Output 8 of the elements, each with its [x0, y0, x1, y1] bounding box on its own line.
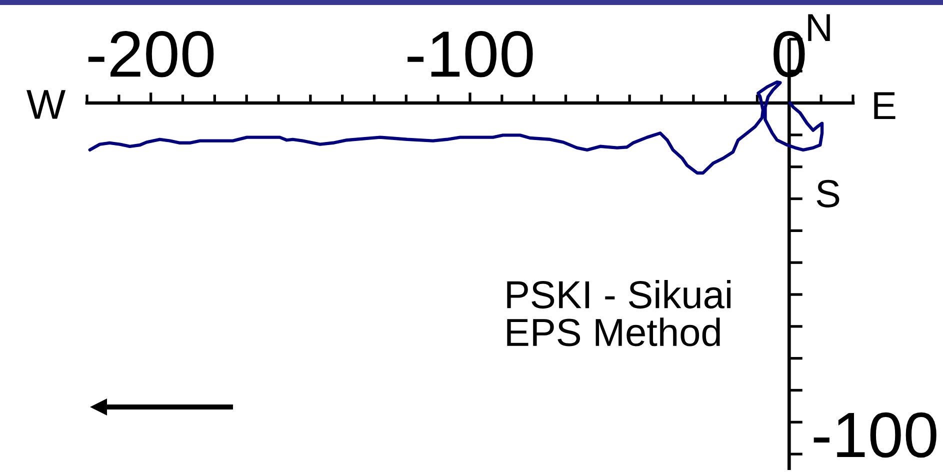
text: W	[26, 90, 66, 119]
text: PSKI - Sikuai EPS Method	[507, 280, 730, 346]
text: N	[808, 14, 830, 42]
x-tick-label: -100	[408, 31, 533, 78]
text: E	[874, 92, 896, 120]
text: -100	[814, 412, 936, 458]
text: S	[816, 180, 840, 208]
x-tick-label: -200	[88, 31, 214, 78]
